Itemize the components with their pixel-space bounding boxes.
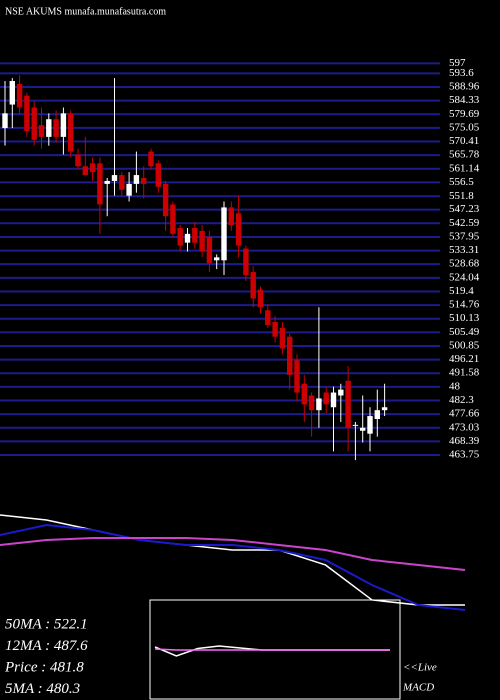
y-tick-label: 473.03 (449, 421, 480, 433)
candle-body (221, 207, 227, 261)
candle-body (89, 163, 96, 173)
indicator-label: 50MA : 522.1 (5, 616, 88, 632)
y-tick-label: 597 (449, 57, 466, 69)
indicator-label: Price : 481.8 (4, 659, 84, 675)
candle-body (294, 360, 300, 393)
y-tick-label: 584.33 (449, 94, 480, 106)
y-tick-label: 579.69 (449, 108, 480, 120)
y-tick-label: 510.13 (449, 312, 480, 324)
y-tick-label: 491.58 (449, 367, 480, 379)
candle-body (141, 178, 147, 184)
candle-body (243, 248, 249, 275)
ma-line (0, 537, 466, 571)
candle-body (111, 175, 118, 181)
y-tick-label: 551.8 (449, 190, 474, 202)
macd-line (154, 645, 390, 657)
candle-body (155, 163, 161, 187)
y-tick-label: 547.23 (449, 203, 480, 215)
candle-body (338, 389, 344, 396)
y-tick-label: 505.49 (449, 326, 480, 338)
candle-body (360, 427, 366, 431)
candle-body (279, 327, 286, 349)
macd-annotation: <<Live (403, 662, 437, 674)
y-tick-label: 561.14 (449, 162, 480, 174)
candle-body (46, 119, 52, 137)
candle-body (2, 113, 8, 129)
chart-title: NSE AKUMS munafa.munafasutra.com (5, 6, 166, 17)
candle-body (75, 154, 81, 167)
candle-body (352, 424, 359, 426)
candle-body (345, 380, 351, 428)
y-tick-label: 496.21 (449, 353, 479, 365)
candle-body (184, 233, 191, 243)
y-tick-label: 482.3 (449, 394, 474, 406)
candle-body (68, 113, 74, 152)
candle-body (374, 410, 380, 419)
y-tick-label: 468.39 (449, 435, 480, 447)
y-tick-label: 528.68 (449, 258, 480, 270)
y-tick-label: 556.5 (449, 176, 474, 188)
candle-body (235, 213, 242, 246)
candle-body (316, 398, 322, 411)
y-tick-label: 514.76 (449, 299, 480, 311)
y-tick-label: 48 (449, 380, 461, 392)
candle-body (301, 383, 307, 405)
candle-body (170, 204, 176, 234)
macd-annotation: MACD (402, 682, 434, 694)
candle-body (31, 107, 37, 140)
candle-body (199, 230, 205, 252)
candle-body (82, 166, 88, 176)
candle-body (308, 395, 315, 411)
y-tick-label: 500.85 (449, 340, 480, 352)
candle-body (162, 183, 169, 217)
ma-line (0, 523, 466, 612)
macd-line (154, 648, 390, 651)
y-tick-label: 575.05 (449, 121, 480, 133)
candle-body (104, 180, 110, 184)
candle-body (148, 151, 154, 167)
candle-body (24, 95, 30, 131)
indicator-label: 12MA : 487.6 (5, 638, 88, 654)
candle-body (214, 257, 220, 261)
y-tick-label: 565.78 (449, 149, 480, 161)
candle-body (60, 113, 67, 137)
y-tick-label: 519.4 (449, 285, 474, 297)
candle-body (265, 310, 271, 325)
y-tick-label: 537.95 (449, 230, 480, 242)
candle-body (9, 81, 15, 105)
candle-body (206, 236, 213, 264)
candle-body (97, 163, 103, 205)
candle-body (38, 125, 45, 137)
indicator-label: 5MA : 480.3 (5, 681, 80, 697)
candle-body (257, 289, 264, 308)
candle-body (53, 119, 59, 137)
candle-body (330, 392, 337, 408)
candle-body (323, 392, 329, 405)
candle-body (381, 407, 388, 411)
y-tick-label: 542.59 (449, 217, 480, 229)
y-tick-label: 477.66 (449, 408, 480, 420)
candle-body (133, 175, 140, 184)
candle-body (126, 183, 132, 196)
candle-body (250, 272, 256, 299)
ma-line (0, 514, 465, 606)
y-tick-label: 593.6 (449, 67, 474, 79)
candle-body (272, 322, 278, 337)
y-tick-label: 524.04 (449, 271, 480, 283)
y-tick-label: 570.41 (449, 135, 479, 147)
macd-frame (149, 599, 401, 700)
candle-body (119, 175, 125, 190)
candle-body (228, 207, 234, 226)
y-tick-label: 463.75 (449, 449, 480, 461)
y-tick-label: 588.96 (449, 81, 480, 93)
candle-body (16, 83, 23, 108)
candle-body (287, 336, 293, 375)
candle-body (192, 227, 198, 243)
y-tick-label: 533.31 (449, 244, 479, 256)
candle-body (177, 227, 183, 246)
candle-body (367, 416, 373, 434)
